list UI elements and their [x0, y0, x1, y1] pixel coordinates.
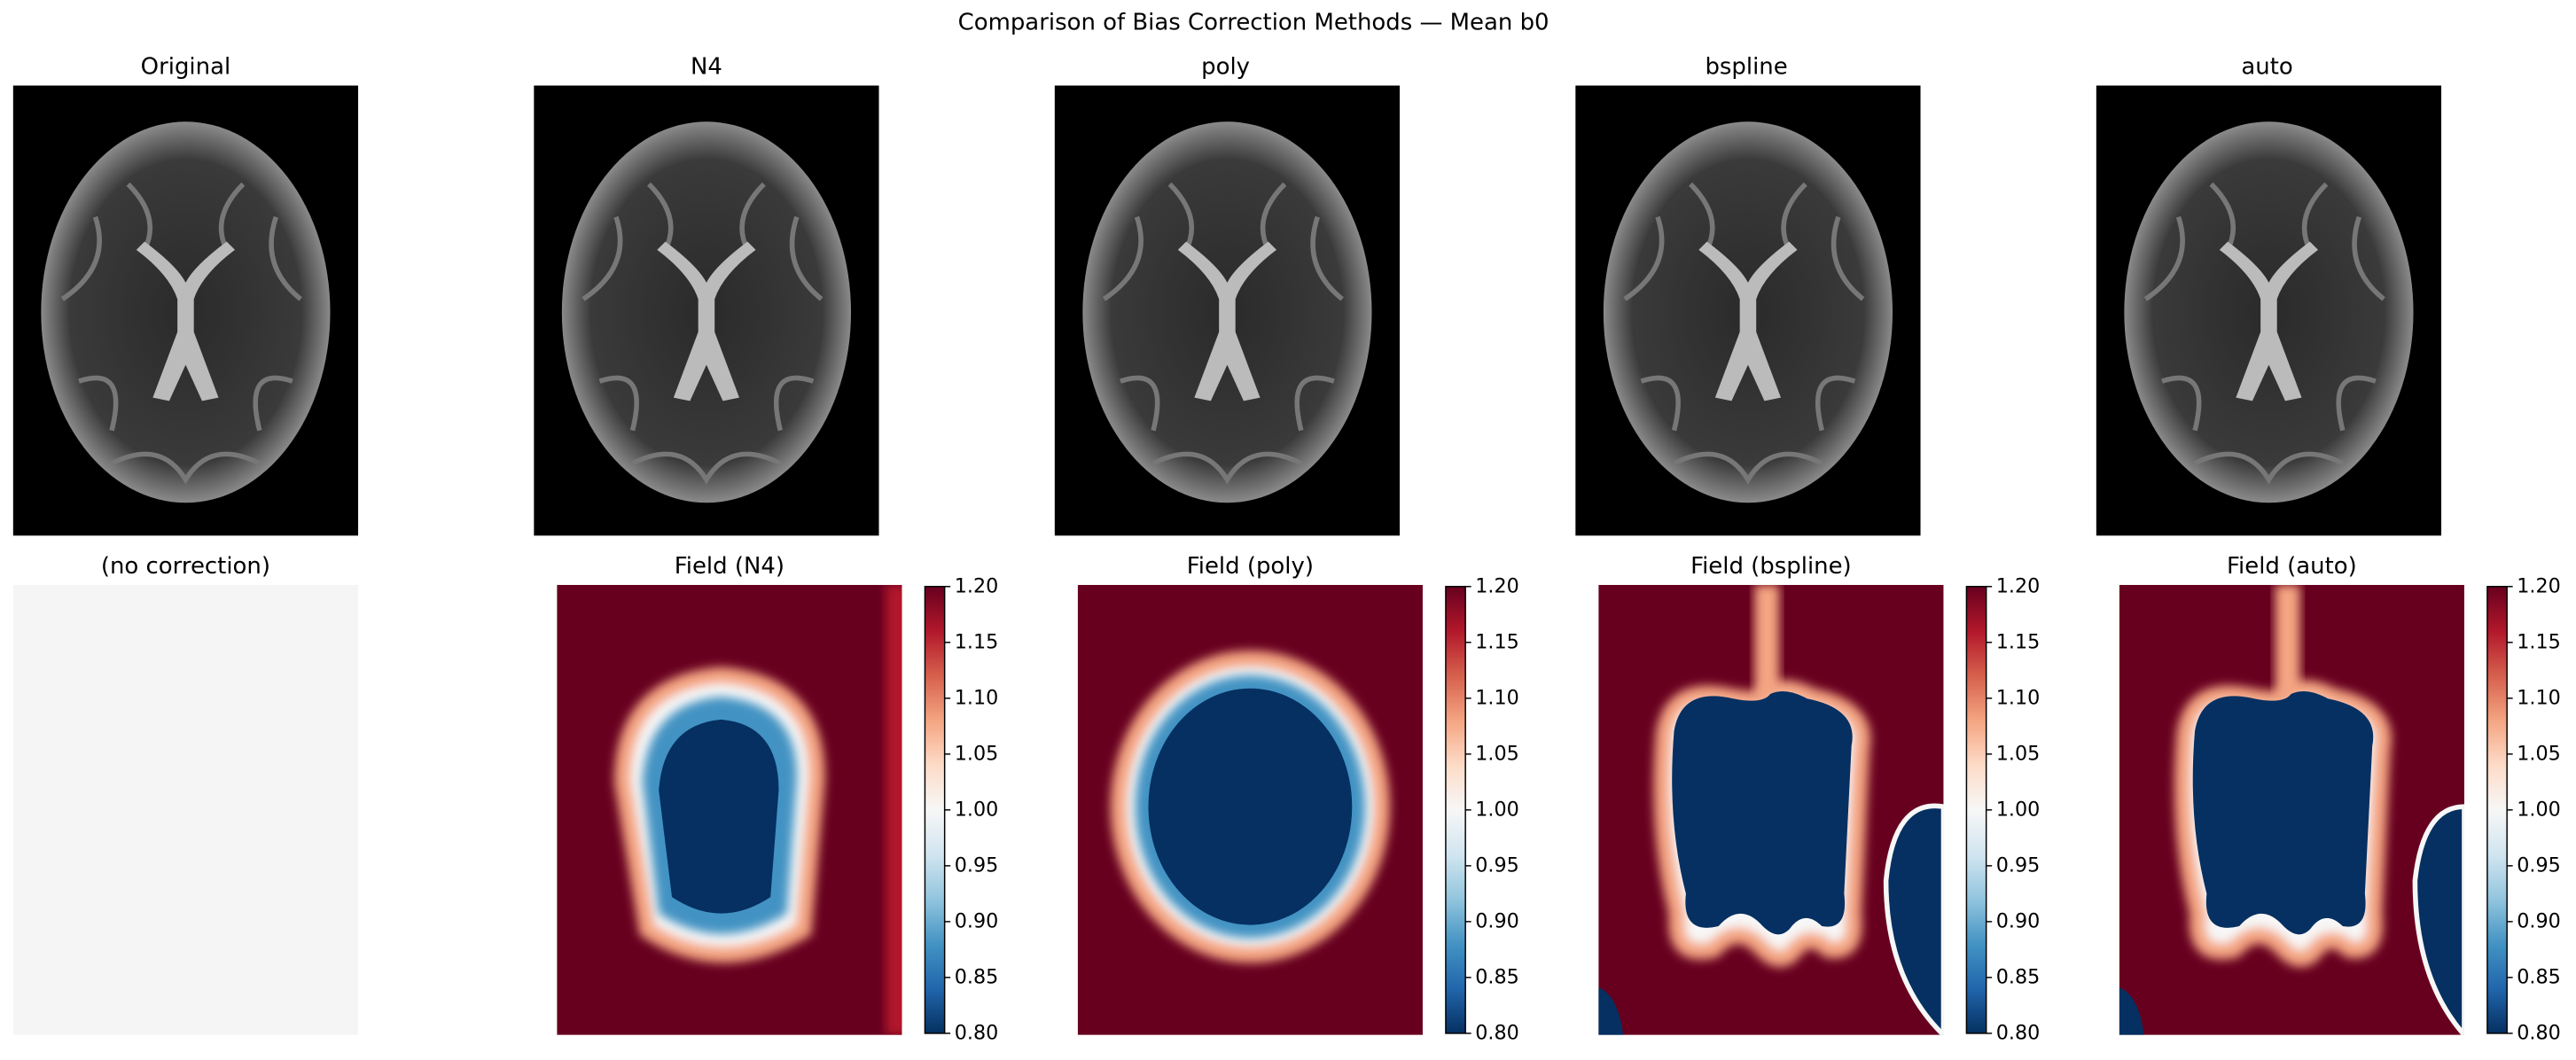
brain-image [1055, 86, 1400, 536]
colorbar-tick-label: 1.00 [1475, 798, 1518, 821]
empty-panel [12, 584, 359, 1035]
colorbar-tick-label: 1.00 [955, 798, 998, 821]
colorbar-tick-label: 1.05 [1996, 742, 2040, 765]
brain-image [2096, 86, 2441, 536]
colorbar-tick-label: 0.90 [1475, 909, 1518, 932]
colorbar-tick-label: 0.85 [1475, 965, 1518, 988]
colorbar-tick-label: 1.15 [955, 630, 998, 653]
colorbar-tick-label: 1.15 [2517, 630, 2560, 653]
colorbar [1445, 586, 1466, 1034]
field-map [557, 584, 902, 1035]
colorbar-tick-label: 0.95 [1475, 853, 1518, 877]
field-map [1598, 584, 1944, 1035]
colorbar [1965, 586, 1987, 1034]
colorbar-tick-label: 0.90 [955, 909, 998, 932]
colorbar-tick-label: 1.10 [1475, 686, 1518, 709]
colorbar-tick-label: 1.10 [2517, 686, 2560, 709]
colorbar-tick-label: 0.80 [955, 1021, 998, 1044]
colorbar-tick-label: 0.80 [2517, 1021, 2560, 1044]
colorbar-tick-label: 1.05 [2517, 742, 2560, 765]
colorbar-tick-label: 0.85 [955, 965, 998, 988]
colorbar-tick-label: 0.95 [2517, 853, 2560, 877]
colorbar-tick-label: 1.20 [2517, 574, 2560, 597]
brain-image [1575, 86, 1920, 536]
panel-title: Original [141, 54, 231, 81]
colorbar-tick-label: 1.00 [1996, 798, 2040, 821]
colorbar-tick-label: 0.90 [2517, 909, 2560, 932]
colorbar-tick-label: 1.15 [1475, 630, 1518, 653]
colorbar [2486, 586, 2508, 1034]
panel-title: N4 [691, 54, 722, 81]
panel-title: Field (auto) [2227, 553, 2357, 580]
brain-image [13, 86, 358, 536]
colorbar-tick-label: 0.95 [955, 853, 998, 877]
field-map [2119, 584, 2464, 1035]
colorbar-tick-label: 0.80 [1475, 1021, 1518, 1044]
colorbar-tick-label: 0.90 [1996, 909, 2040, 932]
colorbar-tick-label: 1.00 [2517, 798, 2560, 821]
colorbar [924, 586, 946, 1034]
colorbar-tick-label: 0.80 [1996, 1021, 2040, 1044]
field-map [1077, 584, 1423, 1035]
panel-title: Field (poly) [1187, 553, 1314, 580]
colorbar-tick-label: 0.85 [2517, 965, 2560, 988]
colorbar-tick-label: 1.10 [955, 686, 998, 709]
colorbar-tick-label: 1.05 [955, 742, 998, 765]
colorbar-tick-label: 1.05 [1475, 742, 1518, 765]
colorbar-tick-label: 1.20 [955, 574, 998, 597]
colorbar-tick-label: 1.15 [1996, 630, 2040, 653]
colorbar-tick-label: 0.95 [1996, 853, 2040, 877]
colorbar-tick-label: 1.20 [1475, 574, 1518, 597]
panel-title: (no correction) [101, 553, 270, 580]
panel-title: bspline [1705, 54, 1787, 81]
brain-image [534, 86, 878, 536]
panel-title: auto [2241, 54, 2292, 81]
panel-title: Field (bspline) [1690, 553, 1852, 580]
colorbar-tick-label: 1.20 [1996, 574, 2040, 597]
figure-title: Comparison of Bias Correction Methods — … [958, 10, 1550, 36]
colorbar-tick-label: 1.10 [1996, 686, 2040, 709]
colorbar-tick-label: 0.85 [1996, 965, 2040, 988]
panel-title: Field (N4) [675, 553, 785, 580]
panel-title: poly [1201, 54, 1250, 81]
